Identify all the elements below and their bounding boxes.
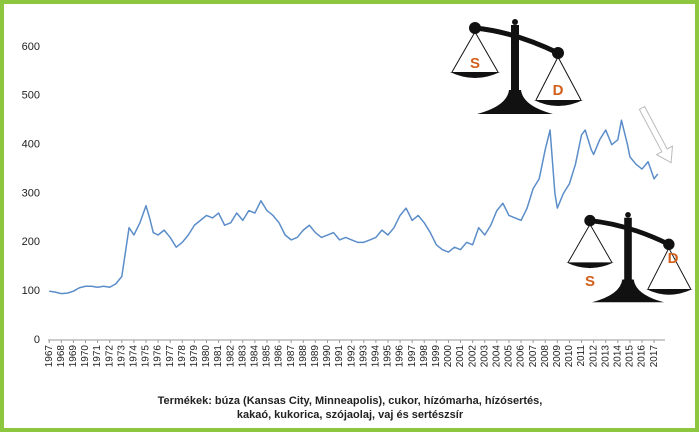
x-tick-label: 1968 xyxy=(56,345,67,368)
x-tick-label: 1970 xyxy=(80,345,91,368)
x-tick-label: 2015 xyxy=(625,345,636,368)
x-tick-label: 2002 xyxy=(467,345,478,368)
data-line xyxy=(49,119,659,295)
x-tick-label: 2011 xyxy=(576,345,587,367)
x-tick-label: 1967 xyxy=(44,345,55,368)
x-tick-label: 1996 xyxy=(395,345,406,368)
y-tick-label: 500 xyxy=(22,90,40,102)
x-tick-label: 2004 xyxy=(491,345,502,368)
y-tick-label: 300 xyxy=(22,187,40,199)
x-tick-label: 2010 xyxy=(564,345,575,368)
y-tick-label: 100 xyxy=(22,285,40,297)
x-tick-label: 1984 xyxy=(250,345,261,368)
x-tick-label: 1990 xyxy=(322,345,333,368)
x-tick-label: 2009 xyxy=(552,345,563,368)
x-tick-label: 1973 xyxy=(116,345,127,368)
x-tick-label: 2000 xyxy=(443,345,454,368)
trend-arrow xyxy=(638,105,674,164)
x-tick-label: 1978 xyxy=(177,345,188,368)
caption: kakaó, kukorica, szójaolaj, vaj és serté… xyxy=(237,409,464,421)
x-tick-label: 1987 xyxy=(286,345,297,368)
x-tick-label: 1969 xyxy=(68,345,79,368)
x-tick-label: 1977 xyxy=(165,345,176,368)
x-tick-label: 1993 xyxy=(358,345,369,368)
x-tick-label: 1999 xyxy=(431,345,442,368)
x-tick-label: 2012 xyxy=(588,345,599,368)
x-tick-label: 1982 xyxy=(225,345,236,368)
x-tick-label: 2001 xyxy=(455,345,466,368)
x-tick-label: 2005 xyxy=(504,345,515,368)
x-tick-label: 1998 xyxy=(419,345,430,368)
supply-label: S xyxy=(470,55,480,72)
x-tick-label: 1983 xyxy=(237,345,248,368)
x-tick-label: 2016 xyxy=(637,345,648,368)
x-tick-label: 1994 xyxy=(370,345,381,368)
y-tick-label: 600 xyxy=(22,41,40,53)
x-tick-label: 1991 xyxy=(334,345,345,368)
x-tick-label: 1979 xyxy=(189,345,200,368)
x-tick-label: 2017 xyxy=(649,345,660,368)
caption: Termékek: búza (Kansas City, Minneapolis… xyxy=(158,395,543,407)
x-tick-label: 1992 xyxy=(346,345,357,368)
scale-icon xyxy=(450,19,583,114)
x-tick-label: 1985 xyxy=(262,345,273,368)
x-tick-label: 1988 xyxy=(298,345,309,368)
x-tick-label: 1974 xyxy=(129,345,140,368)
x-tick-label: 1971 xyxy=(92,345,103,368)
demand-label: D xyxy=(668,250,679,267)
x-tick-label: 2003 xyxy=(479,345,490,368)
supply-label: S xyxy=(585,273,595,290)
x-tick-label: 1972 xyxy=(104,345,115,368)
x-tick-label: 2007 xyxy=(528,345,539,368)
y-tick-label: 400 xyxy=(22,139,40,151)
demand-label: D xyxy=(553,82,564,99)
x-tick-label: 1976 xyxy=(153,345,164,368)
x-tick-label: 2006 xyxy=(516,345,527,368)
x-tick-label: 1989 xyxy=(310,345,321,368)
x-tick-label: 1975 xyxy=(141,345,152,368)
x-tick-label: 1995 xyxy=(383,345,394,368)
y-tick-label: 200 xyxy=(22,236,40,248)
x-tick-label: 1980 xyxy=(201,345,212,368)
scale-icon xyxy=(566,212,693,303)
x-tick-label: 2014 xyxy=(612,345,623,368)
x-tick-label: 2008 xyxy=(540,345,551,368)
x-tick-label: 2013 xyxy=(600,345,611,368)
x-tick-label: 1986 xyxy=(274,345,285,368)
x-tick-label: 1997 xyxy=(407,345,418,368)
x-tick-label: 1981 xyxy=(213,345,224,368)
y-tick-label: 0 xyxy=(34,334,40,346)
